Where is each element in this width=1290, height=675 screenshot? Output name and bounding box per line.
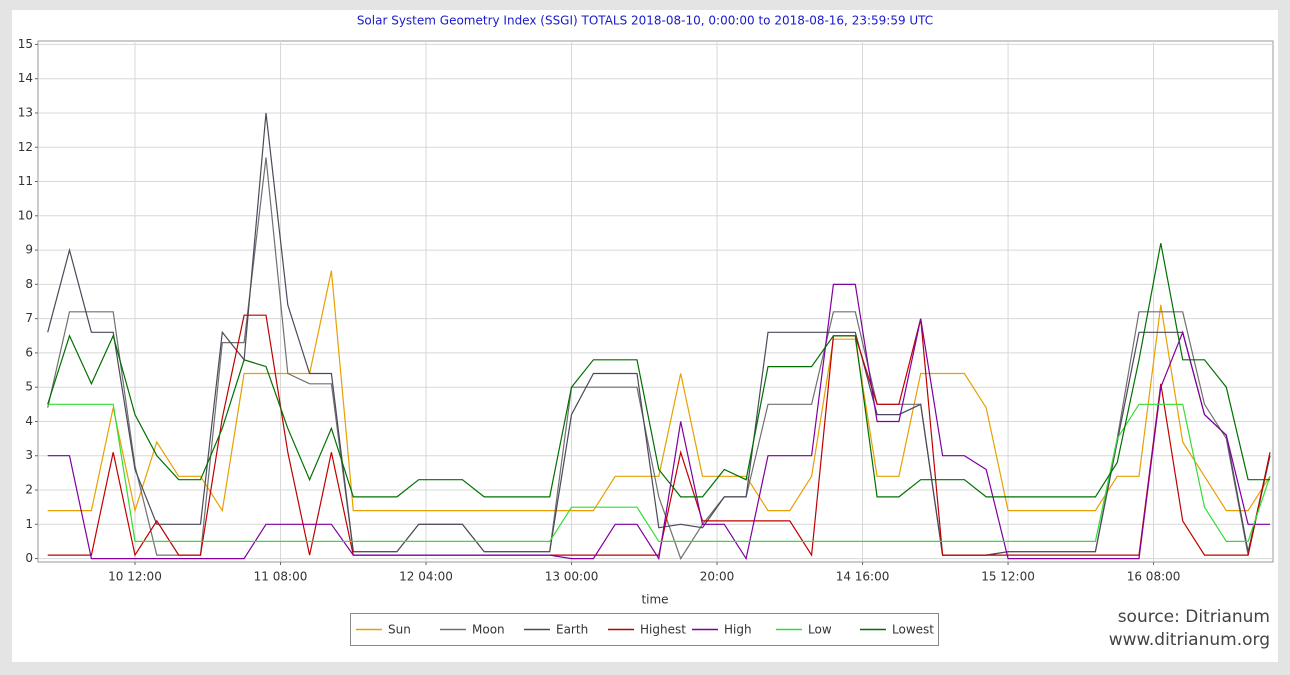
y-tick-label: 3 xyxy=(25,448,33,462)
legend-label: Lowest xyxy=(892,623,934,637)
y-tick-label: 9 xyxy=(25,243,33,257)
x-tick-label: 11 08:00 xyxy=(254,570,308,584)
y-tick-label: 4 xyxy=(25,414,33,428)
y-tick-label: 15 xyxy=(18,37,33,51)
x-tick-label: 10 12:00 xyxy=(108,570,162,584)
legend-label: Earth xyxy=(556,623,588,637)
y-tick-label: 5 xyxy=(25,380,33,394)
y-tick-label: 7 xyxy=(25,311,33,325)
x-axis-label: time xyxy=(641,593,668,607)
series-line xyxy=(47,283,1270,561)
y-tick-label: 0 xyxy=(25,551,33,565)
series-line xyxy=(47,243,1270,498)
source-text: source: Ditrianum xyxy=(1118,607,1270,627)
legend-label: Sun xyxy=(388,623,411,637)
plot-area xyxy=(37,40,1274,563)
series-line xyxy=(47,270,1271,513)
legend-label: Moon xyxy=(472,623,505,637)
legend-label: Highest xyxy=(640,623,686,637)
legend-label: High xyxy=(724,623,752,637)
y-tick-label: 8 xyxy=(25,277,33,291)
y-tick-label: 14 xyxy=(18,71,33,85)
y-tick-label: 2 xyxy=(25,483,33,497)
x-tick-label: 16 08:00 xyxy=(1127,570,1181,584)
chart-title: Solar System Geometry Index (SSGI) TOTAL… xyxy=(357,14,933,28)
series-line xyxy=(47,112,1271,556)
source-url: www.ditrianum.org xyxy=(1109,630,1270,650)
y-tick-label: 12 xyxy=(18,140,33,154)
x-tick-label: 14 16:00 xyxy=(836,570,890,584)
x-tick-label: 12 04:00 xyxy=(399,570,453,584)
x-tick-label: 20:00 xyxy=(700,570,735,584)
y-tick-label: 6 xyxy=(25,345,33,359)
x-tick-label: 13 00:00 xyxy=(545,570,599,584)
y-tick-label: 11 xyxy=(18,174,33,188)
y-tick-label: 13 xyxy=(18,105,33,119)
legend-label: Low xyxy=(808,623,832,637)
y-tick-label: 1 xyxy=(25,517,33,531)
series-line xyxy=(47,403,1271,543)
y-tick-label: 10 xyxy=(18,208,33,222)
x-tick-label: 15 12:00 xyxy=(981,570,1035,584)
